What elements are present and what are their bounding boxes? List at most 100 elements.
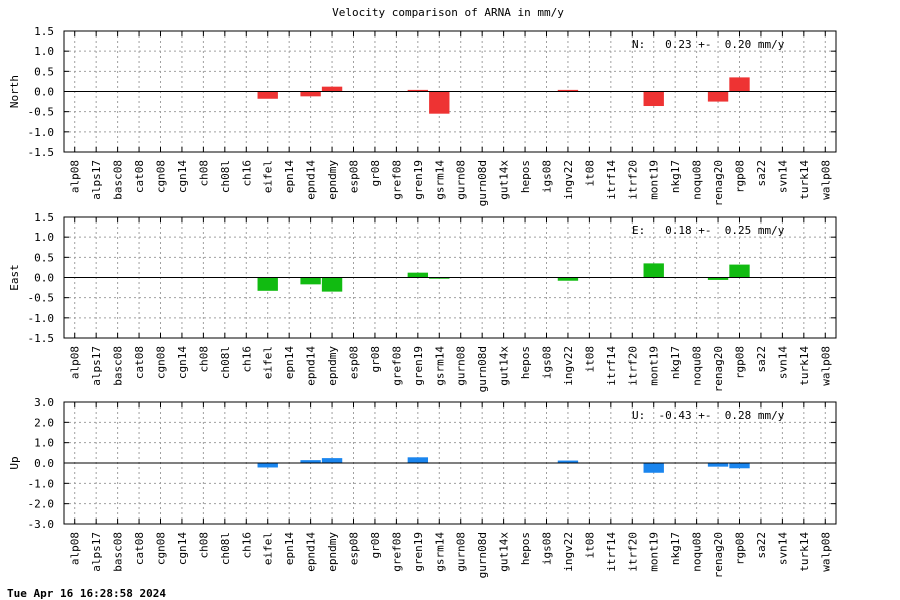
category-label: gr08 (369, 532, 382, 559)
bar-mont19 (643, 463, 664, 473)
y-axis-label: North (8, 75, 21, 108)
category-label: hepos (519, 346, 532, 379)
bar-ingv22 (557, 89, 579, 92)
bar-epnd14 (300, 277, 321, 285)
category-label: alp08 (69, 160, 82, 193)
category-label: alps17 (90, 532, 103, 572)
category-label: walp08 (819, 160, 832, 200)
category-label: epndmy (326, 532, 339, 572)
y-tick-label: -1.0 (28, 477, 55, 490)
category-label: itrf20 (626, 532, 639, 572)
category-label: gut14x (498, 532, 511, 572)
category-label: ch08 (197, 346, 210, 373)
stats-annotation: U: -0.43 +- 0.28 mm/y (632, 409, 785, 422)
y-tick-label: 1.5 (34, 211, 54, 224)
bar-epndmy (321, 458, 343, 463)
bar-epndmy (321, 277, 343, 292)
category-label: nkg17 (669, 532, 682, 565)
category-label: gurn08 (455, 346, 468, 386)
category-label: sa22 (755, 532, 768, 559)
y-tick-label: 3.0 (34, 396, 54, 409)
category-label: it08 (583, 346, 596, 373)
y-axis-label: East (8, 264, 21, 291)
category-label: gurn08 (455, 532, 468, 572)
category-label: ingv22 (562, 346, 575, 386)
category-label: epn14 (283, 346, 296, 379)
category-label: ch16 (240, 346, 253, 373)
category-label: hepos (519, 532, 532, 565)
y-tick-label: -1.5 (28, 332, 55, 345)
category-label: esp08 (348, 346, 361, 379)
category-label: epnd14 (305, 160, 318, 200)
category-label: alp08 (69, 532, 82, 565)
category-label: alps17 (90, 160, 103, 200)
category-label: igs08 (541, 532, 554, 565)
category-label: gref08 (390, 160, 403, 200)
category-label: cgn08 (155, 346, 168, 379)
category-label: rgp08 (734, 160, 747, 193)
bar-renag20 (707, 277, 729, 280)
category-label: ch16 (240, 160, 253, 187)
category-label: basc08 (112, 346, 125, 386)
category-label: gurn08d (476, 346, 489, 392)
category-label: it08 (583, 532, 596, 559)
category-label: gref08 (390, 346, 403, 386)
category-label: sa22 (755, 160, 768, 187)
category-label: walp08 (819, 346, 832, 386)
category-label: svn14 (776, 532, 789, 565)
category-label: gsrm14 (433, 160, 446, 200)
category-label: noqu08 (691, 346, 704, 386)
footer-timestamp: Tue Apr 16 16:28:58 2024 (7, 587, 166, 600)
category-label: esp08 (348, 160, 361, 193)
category-label: nkg17 (669, 346, 682, 379)
bar-epndmy (321, 86, 343, 92)
y-tick-label: 0.5 (34, 65, 54, 78)
category-label: walp08 (819, 532, 832, 572)
bar-gren19 (407, 457, 429, 463)
stats-annotation: E: 0.18 +- 0.25 mm/y (632, 224, 785, 237)
category-label: cgn14 (176, 532, 189, 565)
plot-frame (63, 401, 837, 525)
category-label: svn14 (776, 160, 789, 193)
category-label: cgn14 (176, 160, 189, 193)
category-label: ingv22 (562, 532, 575, 572)
y-tick-label: 1.0 (34, 45, 54, 58)
bar-renag20 (707, 91, 729, 102)
y-tick-label: -1.0 (28, 126, 55, 139)
category-label: cgn14 (176, 346, 189, 379)
y-tick-label: 0.0 (34, 457, 54, 470)
category-label: epndmy (326, 346, 339, 386)
category-label: rgp08 (734, 346, 747, 379)
panel-up: 3.0 2.0 1.0 0.0 -1.0 -2.0 -3.0 U: -0.43 +- 0.28… (8, 396, 837, 578)
category-label: mont19 (648, 346, 661, 386)
bar-epnd14 (300, 91, 321, 97)
category-label: gref08 (390, 532, 403, 572)
category-label: ch08l (219, 346, 232, 379)
bar-mont19 (643, 91, 664, 107)
panel-north: Velocity comparison of ARNA in mm/y 1.5 1.… (8, 6, 837, 206)
category-label: gsrm14 (433, 346, 446, 386)
category-label: hepos (519, 160, 532, 193)
category-label: renag20 (712, 346, 725, 392)
category-label: cat08 (133, 160, 146, 193)
category-label: renag20 (712, 532, 725, 578)
bar-ingv22 (557, 277, 579, 281)
bar-rgp08 (729, 264, 750, 278)
category-label: gren19 (412, 346, 425, 386)
category-label: cgn08 (155, 160, 168, 193)
category-label: itrf14 (605, 532, 618, 572)
bar-gsrm14 (429, 277, 450, 279)
y-tick-label: 1.0 (34, 231, 54, 244)
bar-eifel (257, 463, 278, 468)
category-label: cgn08 (155, 532, 168, 565)
category-label: ch08 (197, 160, 210, 187)
bar-eifel (257, 91, 278, 99)
category-label: ch08l (219, 160, 232, 193)
category-label: epndmy (326, 160, 339, 200)
category-label: itrf14 (605, 160, 618, 200)
category-label: igs08 (541, 160, 554, 193)
category-label: basc08 (112, 532, 125, 572)
bar-ingv22 (557, 460, 579, 463)
category-label: sa22 (755, 346, 768, 373)
category-label: gren19 (412, 532, 425, 572)
